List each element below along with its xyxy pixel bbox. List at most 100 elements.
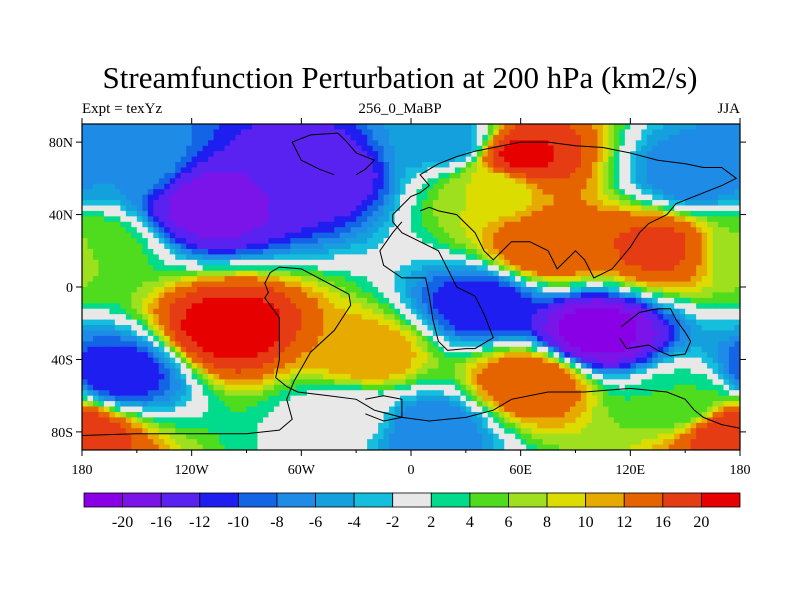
field-cell [411,265,418,272]
field-cell [125,194,132,201]
field-cell [421,330,429,337]
field-cell [487,297,494,304]
field-cell [251,232,259,239]
field-cell [405,227,412,234]
field-cell [635,162,642,169]
field-cell [701,319,708,326]
field-cell [257,319,264,326]
field-cell [690,227,697,234]
field-cell [635,172,642,179]
field-cell [537,287,544,294]
field-cell [580,134,588,141]
field-cell [268,140,275,147]
field-cell [591,194,599,201]
field-cell [400,292,407,299]
field-cell [515,140,522,147]
field-cell [125,265,132,272]
field-cell [696,265,703,272]
field-cell [685,287,692,294]
field-cell [257,156,264,163]
field-cell [575,287,582,294]
field-cell [345,221,352,228]
field-cell [92,221,100,228]
field-cell [202,172,209,179]
field-cell [230,151,237,158]
field-cell [367,265,374,272]
field-cell [175,172,182,179]
field-cell [389,276,396,283]
field-cell [202,259,209,266]
field-cell [98,308,105,315]
field-cell [219,205,226,212]
field-cell [723,162,730,169]
field-cell [268,325,275,332]
field-cell [405,254,412,261]
field-cell [197,248,204,255]
field-cell [449,221,456,228]
field-cell [712,178,719,185]
field-cell [125,167,132,174]
field-cell [663,238,670,245]
field-cell [718,341,725,348]
field-cell [103,162,111,169]
field-cell [262,287,270,294]
field-cell [421,221,429,228]
field-cell [367,259,374,266]
field-cell [542,254,549,261]
field-cell [175,232,182,239]
field-cell [103,254,111,261]
field-cell [372,276,379,283]
field-cell [339,124,346,131]
field-cell [542,238,549,245]
field-cell [553,134,560,141]
field-cell [125,183,132,190]
field-cell [312,167,319,174]
field-cell [613,172,620,179]
field-cell [312,172,319,179]
field-cell [553,297,560,304]
field-cell [498,276,505,283]
field-cell [295,325,302,332]
field-cell [323,232,330,239]
field-cell [197,281,204,288]
field-cell [345,259,352,266]
field-cell [712,200,719,207]
field-cell [504,189,511,196]
field-cell [729,216,736,223]
field-cell [663,151,670,158]
field-cell [487,314,494,321]
field-cell [356,134,363,141]
field-cell [361,172,368,179]
field-cell [202,205,209,212]
field-cell [668,210,675,217]
field-cell [405,346,412,353]
field-cell [158,325,165,332]
field-cell [186,167,193,174]
field-cell [82,200,89,207]
field-cell [389,145,396,152]
field-cell [158,140,165,147]
field-cell [372,292,379,299]
field-cell [690,200,697,207]
field-cell [476,248,483,255]
field-cell [246,281,253,288]
field-cell [175,335,182,342]
field-cell [295,335,302,342]
field-cell [301,346,308,353]
field-cell [312,124,319,131]
field-cell [646,194,653,201]
field-cell [526,319,533,326]
field-cell [241,200,248,207]
field-cell [509,270,516,277]
field-cell [383,172,390,179]
field-cell [443,276,450,283]
field-cell [493,297,500,304]
field-cell [158,210,165,217]
field-cell [685,254,692,261]
field-cell [690,232,697,239]
field-cell [476,254,483,261]
field-cell [251,156,259,163]
field-cell [136,183,143,190]
field-cell [608,167,615,174]
field-cell [712,124,719,131]
